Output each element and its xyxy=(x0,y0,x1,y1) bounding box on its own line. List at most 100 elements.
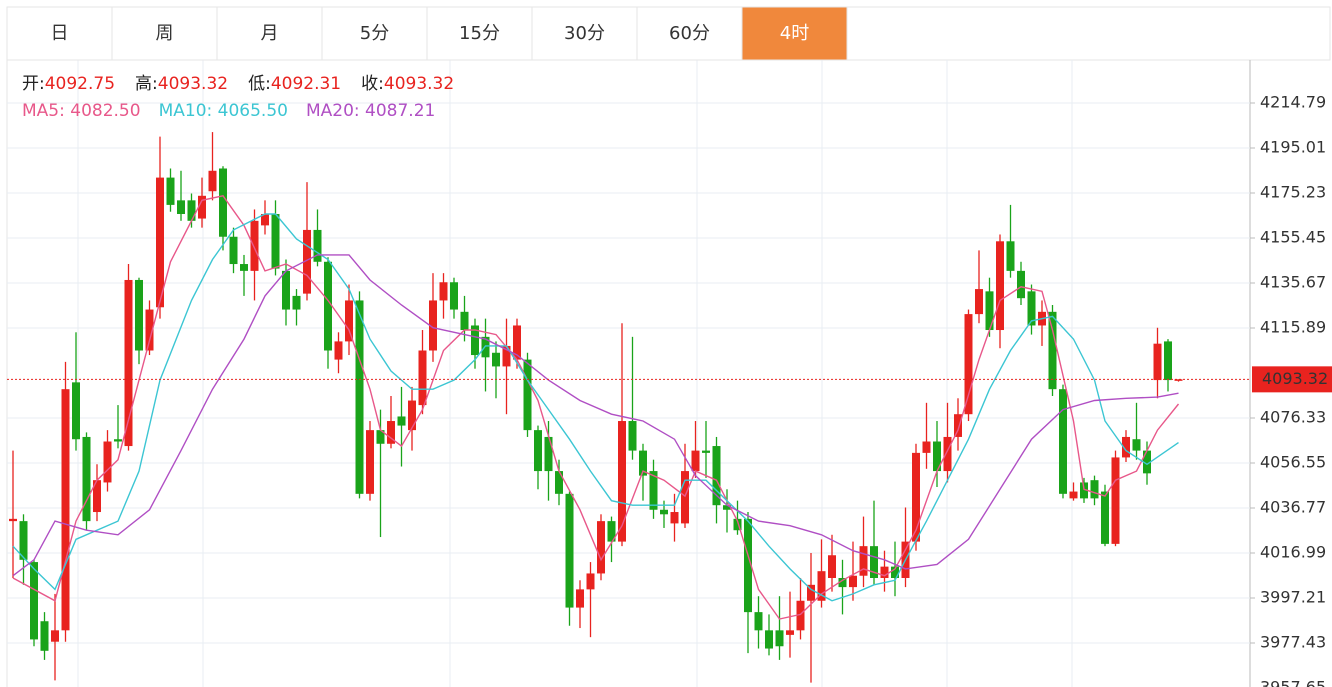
info-value: 4092.31 xyxy=(271,74,341,94)
tab-label: 月 xyxy=(261,23,279,44)
y-tick-label: 4016.99 xyxy=(1260,542,1326,561)
candle-body xyxy=(744,518,752,613)
y-tick-label: 4036.77 xyxy=(1260,497,1326,516)
tab-box xyxy=(426,6,533,61)
candle-body xyxy=(418,350,427,406)
candle-body xyxy=(240,264,248,271)
v-grid xyxy=(77,60,1073,687)
candle-body xyxy=(786,630,794,635)
tab-box xyxy=(321,6,428,61)
legend-name: MA10 xyxy=(159,101,207,121)
candle-body xyxy=(208,170,217,192)
candle-body xyxy=(754,612,763,631)
tab[interactable]: 月 xyxy=(216,6,323,61)
candle-body xyxy=(996,241,1004,331)
candle-body xyxy=(1059,389,1067,494)
candle-body xyxy=(859,546,868,576)
tab[interactable]: 15分 xyxy=(426,6,533,61)
candle-body xyxy=(555,471,563,494)
candle-body xyxy=(733,518,742,531)
y-tick-label: 4076.33 xyxy=(1260,407,1326,426)
candle-body xyxy=(639,450,647,476)
candle-body xyxy=(607,521,616,542)
candle-body xyxy=(387,421,395,444)
candle-body xyxy=(460,311,469,331)
candle-body xyxy=(93,480,101,513)
tab-box xyxy=(6,6,113,61)
candle-body xyxy=(1069,491,1078,499)
candle-body xyxy=(1164,341,1172,381)
candle-body xyxy=(198,195,206,219)
candle-body xyxy=(618,421,626,542)
candle-body xyxy=(345,300,353,342)
candle-body xyxy=(670,512,679,524)
candle-body xyxy=(765,630,773,649)
tab[interactable]: 日 xyxy=(6,6,113,61)
info-value: 4093.32 xyxy=(158,74,228,94)
tab-label: 60分 xyxy=(669,23,710,44)
candle-body xyxy=(187,200,196,221)
candle-body xyxy=(660,509,668,515)
candle-body xyxy=(1153,343,1162,381)
candle-body xyxy=(313,229,322,262)
legend-name: MA5 xyxy=(22,101,59,121)
candle-body xyxy=(922,441,931,453)
y-tick-label: 4115.89 xyxy=(1260,317,1326,336)
legend-value: 4082.50 xyxy=(70,101,140,121)
y-tick-label: 4214.79 xyxy=(1260,92,1326,111)
candle-body xyxy=(649,471,658,510)
candle-body xyxy=(303,229,311,294)
candle-body xyxy=(1017,270,1025,299)
candle-body xyxy=(82,436,91,522)
y-tick-label: 3997.21 xyxy=(1260,587,1326,606)
current-price-label: 4093.32 xyxy=(1262,369,1328,388)
candle-body xyxy=(870,546,878,579)
tab-box xyxy=(111,6,218,61)
candle-body xyxy=(250,220,259,271)
info-label: 收: xyxy=(361,74,384,94)
tab-label: 周 xyxy=(156,23,174,44)
candle-body xyxy=(523,359,532,431)
candle-body xyxy=(1174,379,1183,381)
candle-body xyxy=(597,521,605,574)
tab[interactable]: 5分 xyxy=(321,6,428,61)
candle-body xyxy=(954,414,962,437)
candle-body xyxy=(723,505,731,510)
y-tick-label: 4056.55 xyxy=(1260,452,1326,471)
y-tick-label: 4195.01 xyxy=(1260,137,1326,156)
tab[interactable]: 30分 xyxy=(531,6,638,61)
candle-body xyxy=(156,177,164,308)
y-tick-label: 4175.23 xyxy=(1260,182,1326,201)
candle-body xyxy=(964,314,973,415)
legend-separator: : xyxy=(59,101,70,121)
candle-body xyxy=(513,325,521,360)
info-label: 开: xyxy=(22,74,45,94)
tab[interactable]: 60分 xyxy=(636,6,743,61)
candle-body xyxy=(1111,457,1120,544)
candle-body xyxy=(51,630,59,642)
info-value: 4093.32 xyxy=(384,74,454,94)
candle-body xyxy=(817,571,826,601)
candle-body xyxy=(450,282,458,310)
candle-body xyxy=(691,450,700,472)
info-label: 低: xyxy=(248,74,271,94)
candle-body xyxy=(72,382,80,440)
candle-body xyxy=(355,300,364,494)
candle-body xyxy=(1090,480,1099,499)
tab[interactable]: 4时 xyxy=(741,6,848,61)
candle-body xyxy=(1048,311,1057,390)
candle-body xyxy=(366,430,374,494)
candle-body xyxy=(429,300,437,351)
y-tick-label: 4155.45 xyxy=(1260,227,1326,246)
candle-body xyxy=(114,439,122,442)
candle-body xyxy=(439,282,448,301)
candle-body xyxy=(166,177,175,205)
tab[interactable]: 周 xyxy=(111,6,218,61)
tab-box xyxy=(531,6,638,61)
candle-body xyxy=(828,555,836,579)
candle-body xyxy=(261,213,269,226)
tab-box xyxy=(216,6,323,61)
candle-body xyxy=(334,341,343,360)
candle-body xyxy=(324,261,332,351)
